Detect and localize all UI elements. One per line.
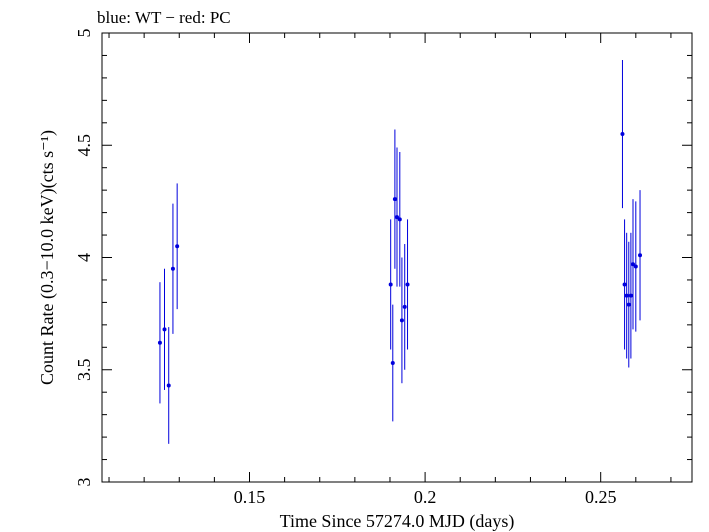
y-tick-label: 4.5 (74, 134, 94, 157)
data-point (405, 282, 410, 287)
data-point (157, 340, 162, 345)
data-point (388, 282, 393, 287)
data-point (399, 318, 404, 323)
x-tick-label: 0.15 (234, 487, 266, 507)
data-point (402, 304, 407, 309)
data-point (620, 132, 625, 137)
x-tick-label: 0.2 (414, 487, 437, 507)
data-point (624, 293, 629, 298)
data-point (162, 327, 167, 332)
y-tick-label: 3.5 (74, 359, 94, 382)
data-point (392, 197, 397, 202)
data-point (628, 293, 633, 298)
data-point (390, 361, 395, 366)
data-point (170, 266, 175, 271)
axis-ticks (102, 32, 692, 483)
x-axis-label: Time Since 57274.0 MJD (days) (280, 511, 515, 532)
x-tick-label: 0.25 (585, 487, 617, 507)
data-point (395, 215, 399, 220)
y-tick-label: 3 (74, 478, 94, 487)
axis-tick-labels: 0.15 0.2 0.25 3 3.5 4 4.5 5 (74, 29, 616, 508)
data-point (175, 244, 180, 249)
data-point (166, 383, 171, 388)
data-point (638, 253, 643, 258)
data-points (157, 59, 643, 444)
data-point (397, 217, 402, 222)
data-point (631, 262, 635, 267)
data-point (626, 302, 631, 307)
data-point (633, 264, 638, 269)
chart-title: blue: WT − red: PC (97, 8, 231, 27)
y-axis-label: Count Rate (0.3−10.0 keV)(cts s⁻¹) (37, 130, 58, 385)
y-tick-label: 5 (74, 29, 94, 38)
y-tick-label: 4 (74, 253, 94, 262)
data-point (622, 282, 627, 287)
